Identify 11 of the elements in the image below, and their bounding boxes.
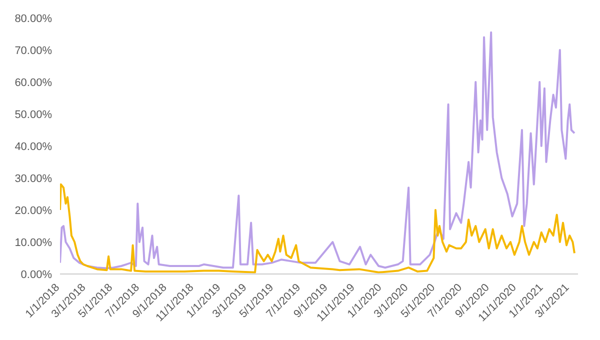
y-tick-label: 60.00% xyxy=(14,76,52,89)
line-series xyxy=(60,31,576,270)
y-tick-label: 70.00% xyxy=(14,44,52,57)
y-tick-label: 40.00% xyxy=(14,140,52,153)
y-tick-label: 10.00% xyxy=(14,236,52,249)
line-series xyxy=(60,183,576,274)
y-tick-label: 80.00% xyxy=(14,12,52,25)
y-tick-label: 50.00% xyxy=(14,108,52,121)
y-tick-label: 20.00% xyxy=(14,204,52,217)
y-tick-label: 0.00% xyxy=(20,268,52,281)
y-tick-label: 30.00% xyxy=(14,172,52,185)
